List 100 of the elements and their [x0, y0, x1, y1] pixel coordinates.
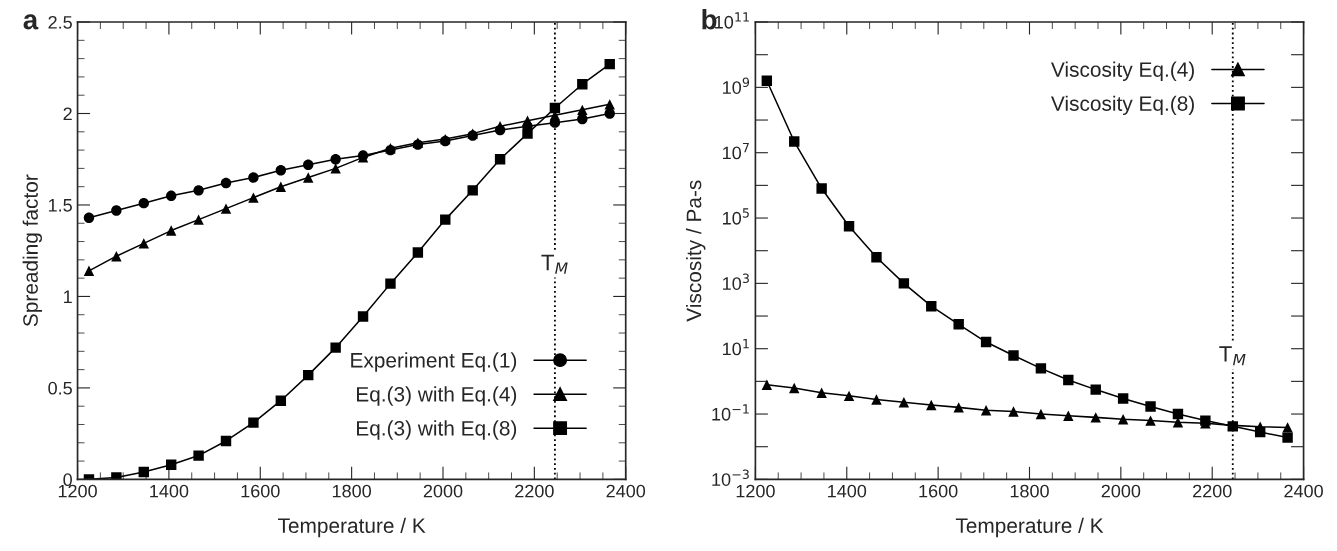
point — [522, 115, 533, 127]
point — [193, 214, 204, 225]
point — [926, 301, 937, 312]
point — [111, 205, 122, 216]
point — [303, 172, 314, 183]
point — [1254, 426, 1266, 438]
point — [83, 265, 95, 277]
point — [494, 154, 506, 165]
point — [357, 311, 369, 322]
point — [220, 177, 232, 189]
x-tick-label: 1200 — [58, 484, 97, 498]
point — [165, 459, 177, 470]
point — [467, 185, 478, 196]
x-tick-label: 1600 — [241, 484, 280, 498]
y-tick-label: 0 — [63, 473, 72, 487]
legend-label: Eq.(3) with Eq.(8) — [357, 420, 517, 440]
point — [303, 159, 314, 170]
point — [193, 450, 204, 461]
point — [138, 238, 149, 249]
x-tick-label: 1400 — [150, 484, 189, 498]
ref-line-label: T$_{M}$ — [1219, 346, 1246, 366]
point — [138, 197, 149, 209]
point — [1035, 363, 1047, 374]
point — [1090, 412, 1101, 423]
point — [761, 75, 773, 86]
point — [303, 369, 314, 381]
point — [1090, 384, 1101, 395]
y-tick-label: 10$^{−3}$ — [712, 469, 749, 486]
point — [1117, 393, 1129, 404]
x-tick-label: 2400 — [1284, 484, 1323, 498]
point — [1063, 410, 1074, 421]
x-tick-label: 1600 — [919, 484, 958, 498]
point — [220, 435, 232, 447]
y-tick-label: 10$^{1}$ — [723, 339, 749, 356]
x-tick-label: 2000 — [1101, 484, 1141, 498]
x-tick-label: 2000 — [423, 484, 463, 498]
legend-label: Viscosity Eq.(4) — [1050, 61, 1194, 82]
point — [83, 212, 95, 223]
x-tick-label: 2400 — [606, 484, 646, 498]
legend-label: Eq.(3) with Eq.(4) — [357, 386, 517, 406]
point — [220, 203, 232, 214]
point — [789, 382, 800, 394]
legend-label: Viscosity Eq.(8) — [1050, 95, 1194, 116]
y-tick-label: 1 — [64, 290, 72, 303]
point — [953, 402, 964, 413]
y-axis-title: Viscosity / Pa-s — [686, 180, 706, 322]
point — [898, 397, 910, 408]
point — [980, 405, 992, 416]
point — [1145, 415, 1156, 426]
point — [248, 417, 259, 428]
point — [871, 394, 882, 405]
y-tick-label: 0.5 — [48, 381, 72, 395]
point — [330, 154, 341, 165]
point — [980, 336, 992, 348]
x-tick-label: 1800 — [332, 484, 372, 498]
point — [165, 225, 177, 236]
x-axis-title: Temperature / K — [955, 517, 1104, 538]
x-tick-label: 1200 — [736, 484, 775, 498]
point — [111, 250, 122, 262]
point — [193, 185, 204, 196]
point — [1145, 401, 1156, 412]
point — [275, 395, 287, 406]
point — [385, 278, 396, 289]
point — [165, 190, 177, 202]
point — [440, 214, 451, 225]
point — [604, 58, 615, 70]
point — [816, 183, 827, 194]
point — [789, 136, 800, 147]
x-axis-title: Temperature / K — [278, 517, 426, 538]
point — [522, 128, 533, 139]
point — [1172, 408, 1184, 420]
x-tick-label: 2200 — [515, 484, 554, 498]
point — [871, 252, 882, 263]
point — [1282, 422, 1293, 433]
point — [248, 192, 259, 203]
point — [816, 387, 827, 398]
ref-line-label: T$_{M}$ — [541, 254, 568, 274]
point — [898, 278, 910, 289]
y-tick-label: 10$^{9}$ — [723, 77, 750, 94]
x-tick-label: 1400 — [828, 484, 867, 498]
point — [248, 172, 259, 183]
y-axis-title: Spreading factor — [22, 174, 43, 327]
y-tick-label: 2.5 — [48, 15, 72, 29]
point — [926, 399, 937, 411]
point — [1008, 350, 1019, 361]
legend-label: Experiment Eq.(1) — [351, 352, 517, 372]
point — [577, 104, 588, 116]
chart-title: a — [23, 14, 39, 30]
point — [604, 99, 615, 110]
point — [843, 221, 855, 232]
x-tick-label: 2200 — [1193, 484, 1232, 498]
point — [1282, 432, 1293, 443]
y-tick-label: 10$^{−1}$ — [712, 404, 749, 421]
point — [1008, 406, 1019, 417]
point — [1063, 374, 1074, 386]
y-tick-label: 10$^{7}$ — [723, 143, 749, 160]
chart-title: b — [702, 9, 717, 30]
point — [330, 163, 341, 174]
y-tick-label: 10$^{5}$ — [723, 208, 749, 225]
point — [577, 79, 588, 90]
